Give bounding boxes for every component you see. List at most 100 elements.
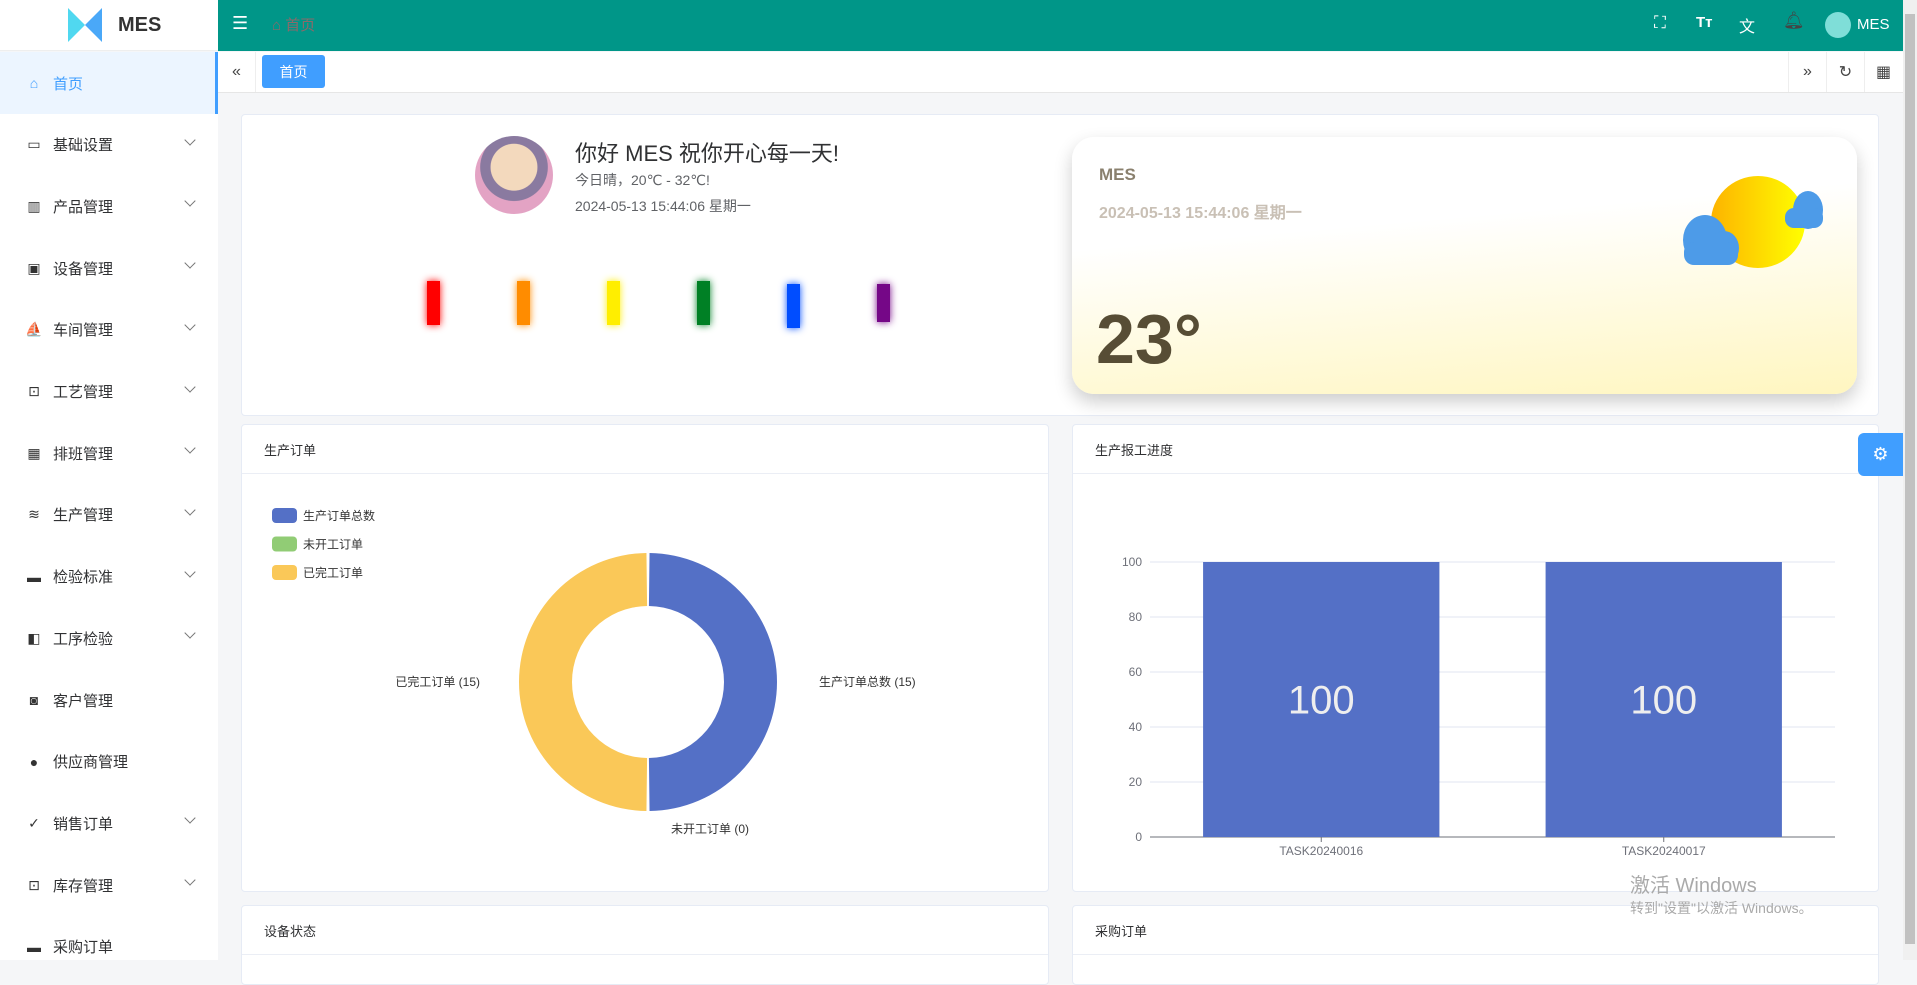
logo-text: MES <box>118 14 162 36</box>
color-bar <box>787 284 800 328</box>
color-bar <box>607 281 620 325</box>
sidebar-item-label: 库存管理 <box>53 877 114 895</box>
color-bar <box>697 281 710 325</box>
sidebar-item-icon: ● <box>29 753 39 770</box>
color-bar <box>427 281 440 325</box>
sidebar-item-icon: ▦ <box>27 444 41 461</box>
production-orders-panel: 生产订单 <box>241 424 1049 892</box>
refresh-icon[interactable]: ↻ <box>1826 52 1864 92</box>
sidebar-item[interactable]: ⌂ 首页 <box>0 52 218 114</box>
sidebar-item-label: 工序检验 <box>53 630 114 648</box>
sidebar-item[interactable]: ⊡ 工艺管理 <box>0 361 218 423</box>
user-name[interactable]: MES <box>1857 16 1890 33</box>
avatar[interactable] <box>1825 12 1851 38</box>
fullscreen-icon[interactable]: ⛶ <box>1654 13 1666 32</box>
sidebar-item-icon: ✓ <box>28 814 40 831</box>
color-bar <box>877 284 890 322</box>
chevron-down-icon <box>184 504 196 516</box>
logo-icon <box>68 8 102 42</box>
scroll-left-icon[interactable]: « <box>218 52 256 92</box>
sidebar-item[interactable]: ⊡ 库存管理 <box>0 854 218 916</box>
sidebar-item-label: 客户管理 <box>53 692 114 710</box>
sidebar-item-label: 排班管理 <box>53 445 114 463</box>
tab-bar: « 首页 » ↻ ▦ <box>218 52 1903 93</box>
equipment-status-panel: 设备状态 <box>241 905 1049 985</box>
sidebar-item[interactable]: ◧ 工序检验 <box>0 607 218 669</box>
hamburger-toggle-icon[interactable]: ☰ <box>232 13 249 33</box>
sidebar-item-label: 设备管理 <box>53 260 114 278</box>
chevron-down-icon <box>184 442 196 454</box>
font-size-icon[interactable]: Tт <box>1696 14 1713 31</box>
sidebar-item[interactable]: ▦ 排班管理 <box>0 422 218 484</box>
settings-gear-icon[interactable]: ⚙ <box>1858 433 1903 476</box>
scrollbar[interactable] <box>1903 0 1917 960</box>
logo-area: MES <box>0 0 218 51</box>
sidebar-item-label: 采购订单 <box>53 939 114 957</box>
sidebar-item-label: 首页 <box>53 75 84 93</box>
sidebar-item-label: 车间管理 <box>53 322 114 340</box>
sidebar: ⌂ 首页 ▭ 基础设置 ▥ 产品管理 ▣ 设备管理 ⛵ 车间管理 ⊡ 工艺管理 ▦ 排班管理 ≋ 生产管理 ▬ 检… <box>0 52 218 960</box>
sidebar-item[interactable]: ⛵ 车间管理 <box>0 299 218 361</box>
chevron-down-icon <box>184 380 196 393</box>
sidebar-item[interactable]: ● 供应商管理 <box>0 731 218 793</box>
sidebar-item-label: 产品管理 <box>53 198 114 216</box>
bell-icon[interactable]: 🔔︎ <box>1783 11 1805 30</box>
windows-watermark-title: 激活 Windows <box>1630 875 1757 897</box>
datetime-text: 2024-05-13 15:44:06 星期一 <box>575 198 751 214</box>
scrollbar-thumb[interactable] <box>1905 14 1915 944</box>
windows-watermark-subtitle: 转到"设置"以激活 Windows。 <box>1630 900 1813 916</box>
sidebar-item[interactable]: ▬ 检验标准 <box>0 546 218 608</box>
tab-home[interactable]: 首页 <box>262 55 325 88</box>
home-icon: ⌂ <box>272 17 286 34</box>
sidebar-item-icon: ⛵ <box>25 321 43 338</box>
top-header: ☰ ⌂ 首页 ⛶ Tт 文 🔔︎ MES <box>218 0 1903 51</box>
sidebar-item[interactable]: ≋ 生产管理 <box>0 484 218 546</box>
breadcrumb-home[interactable]: 首页 <box>285 17 316 34</box>
sidebar-item-icon: ◧ <box>27 629 41 646</box>
sun-cloud-icon <box>1683 176 1823 268</box>
sidebar-item-icon: ⊡ <box>28 383 40 399</box>
sidebar-item-icon: ◙ <box>29 692 39 708</box>
sidebar-item-icon: ▥ <box>27 197 41 214</box>
sidebar-item-icon: ▬ <box>27 938 41 955</box>
sidebar-item[interactable]: ▬ 采购订单 <box>0 916 218 978</box>
sidebar-item[interactable]: ▥ 产品管理 <box>0 175 218 237</box>
panel-title: 生产订单 <box>242 425 1048 474</box>
chevron-down-icon <box>184 812 196 825</box>
sidebar-item-icon: ⊡ <box>28 876 40 893</box>
sidebar-item-label: 供应商管理 <box>53 754 129 772</box>
progress-panel: 生产报工进度 <box>1072 424 1879 892</box>
sidebar-item[interactable]: ✓ 销售订单 <box>0 792 218 854</box>
sidebar-item-icon: ▭ <box>27 136 41 153</box>
temperature: 23° <box>1096 300 1202 378</box>
panel-title: 生产报工进度 <box>1073 425 1878 474</box>
translate-icon[interactable]: 文 <box>1739 19 1756 36</box>
weather-card: MES 2024-05-13 15:44:06 星期一 23° <box>1072 137 1857 394</box>
sidebar-item-icon: ▣ <box>27 259 41 276</box>
user-avatar <box>475 136 553 214</box>
sidebar-item-icon: ▬ <box>27 568 41 585</box>
sidebar-item[interactable]: ▭ 基础设置 <box>0 114 218 176</box>
grid-menu-icon[interactable]: ▦ <box>1864 52 1902 92</box>
chevron-down-icon <box>184 874 196 886</box>
chevron-down-icon <box>184 134 196 146</box>
sidebar-item[interactable]: ▣ 设备管理 <box>0 237 218 299</box>
sidebar-item-label: 生产管理 <box>53 507 114 525</box>
chevron-down-icon <box>184 257 196 269</box>
sidebar-item-label: 销售订单 <box>53 815 114 833</box>
breadcrumb[interactable]: ⌂ 首页 <box>272 14 315 35</box>
weather-card-name: MES <box>1099 165 1136 184</box>
sidebar-item-label: 检验标准 <box>53 569 114 587</box>
scroll-right-icon[interactable]: » <box>1788 52 1826 92</box>
sidebar-item-icon: ⌂ <box>29 75 39 91</box>
sidebar-item-icon: ≋ <box>28 506 40 523</box>
chevron-down-icon <box>184 627 196 639</box>
chevron-down-icon <box>184 195 196 208</box>
sidebar-item[interactable]: ◙ 客户管理 <box>0 669 218 731</box>
panel-title: 采购订单 <box>1073 906 1878 955</box>
greeting-text: 你好 MES 祝你开心每一天! <box>575 141 840 166</box>
chevron-down-icon <box>184 565 196 578</box>
sidebar-item-label: 工艺管理 <box>53 384 114 401</box>
chevron-down-icon <box>184 319 196 331</box>
panel-title: 设备状态 <box>242 906 1048 955</box>
